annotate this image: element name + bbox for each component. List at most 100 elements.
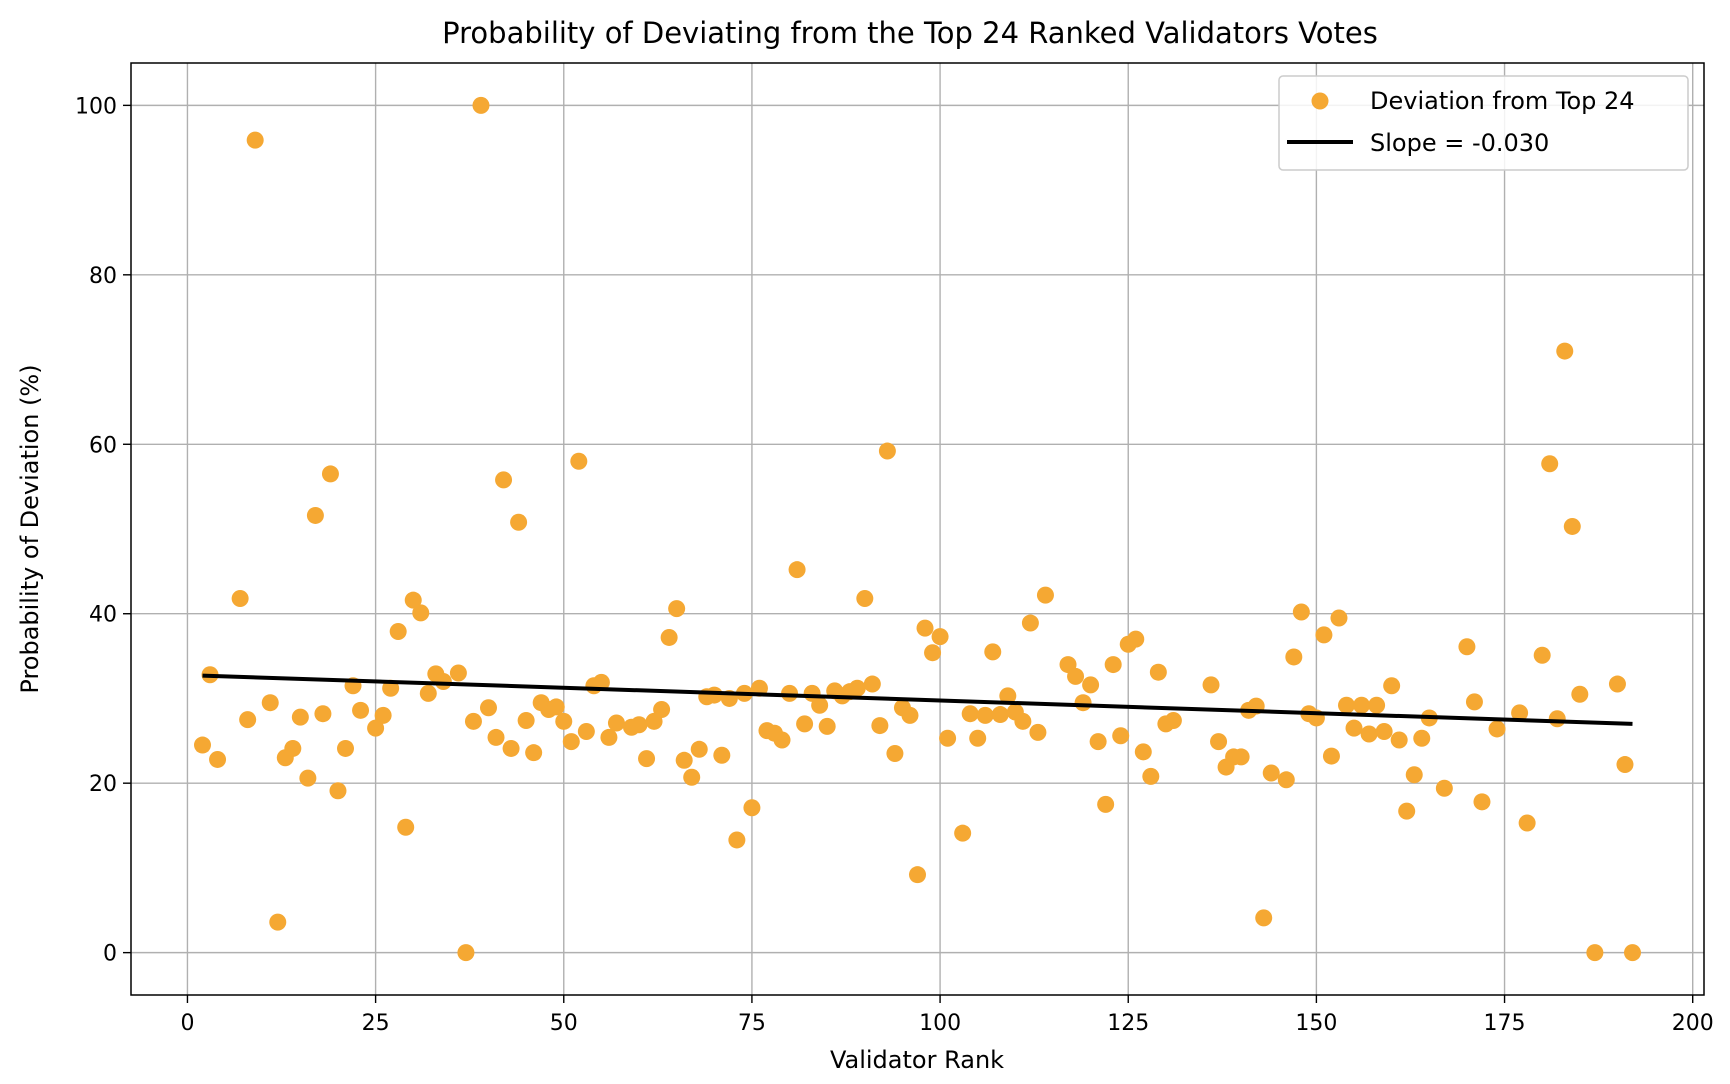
scatter-point xyxy=(743,799,761,817)
scatter-point xyxy=(924,644,942,662)
scatter-point xyxy=(886,745,904,763)
scatter-point xyxy=(781,684,799,702)
scatter-point xyxy=(1014,712,1032,730)
scatter-point xyxy=(954,824,972,842)
scatter-point xyxy=(1285,648,1303,666)
scatter-point xyxy=(404,591,422,609)
scatter-point xyxy=(1097,795,1115,813)
legend: Deviation from Top 24 Slope = -0.030 xyxy=(1278,75,1689,171)
scatter-point xyxy=(397,818,415,836)
scatter-point xyxy=(848,679,866,697)
scatter-point xyxy=(434,673,452,691)
scatter-point xyxy=(1089,733,1107,751)
scatter-point xyxy=(607,714,625,732)
scatter-point xyxy=(1405,766,1423,784)
y-tick-label: 20 xyxy=(89,772,117,797)
scatter-point xyxy=(1127,630,1145,648)
scatter-point xyxy=(306,506,324,524)
scatter-point xyxy=(592,673,610,691)
scatter-point xyxy=(1338,696,1355,714)
trend-line xyxy=(202,673,1633,726)
scatter-point xyxy=(517,711,535,729)
scatter-point xyxy=(299,769,317,787)
scatter-point xyxy=(1488,720,1506,738)
scatter-point xyxy=(1345,719,1363,737)
scatter-point xyxy=(1608,675,1626,693)
scatter-point xyxy=(999,687,1017,705)
scatter-point xyxy=(1465,693,1483,711)
y-tick-label: 40 xyxy=(89,603,117,628)
scatter-point xyxy=(1390,731,1408,749)
scatter-point xyxy=(1292,603,1310,621)
scatter-point xyxy=(502,739,520,757)
scatter-point xyxy=(878,442,896,460)
data-marks xyxy=(194,96,1641,962)
scatter-point xyxy=(464,712,482,730)
scatter-point xyxy=(570,452,588,470)
x-tick-label: 25 xyxy=(362,1011,390,1036)
y-tick-label: 100 xyxy=(75,94,117,119)
scatter-point xyxy=(1435,779,1453,797)
scatter-point xyxy=(1082,676,1100,694)
scatter-point xyxy=(653,700,671,718)
scatter-point xyxy=(269,913,287,931)
scatter-point xyxy=(1398,802,1416,820)
scatter-point xyxy=(690,740,708,758)
scatter-point xyxy=(1255,909,1273,927)
scatter-point xyxy=(1164,711,1182,729)
scatter-point xyxy=(1383,677,1401,695)
scatter-point xyxy=(1473,793,1491,811)
scatter-point xyxy=(1368,696,1386,714)
scatter-point xyxy=(525,744,543,762)
scatter-point xyxy=(1563,517,1581,535)
scatter-point xyxy=(1104,656,1122,674)
scatter-point xyxy=(412,604,430,622)
scatter-point xyxy=(291,708,309,726)
scatter-point xyxy=(261,694,279,712)
scatter-point xyxy=(856,589,874,607)
scatter-point xyxy=(683,768,701,786)
scatter-point xyxy=(796,715,814,733)
scatter-point xyxy=(352,701,370,719)
scatter-point xyxy=(1458,638,1476,656)
scatter-point xyxy=(713,746,731,764)
plot-frame xyxy=(130,62,1705,996)
scatter-point xyxy=(284,739,302,757)
scatter-point xyxy=(668,600,686,618)
scatter-point xyxy=(1571,685,1589,703)
axis-ticks: 0 25 50 75 100 125 150 175 200 0 20 40 60 80 100 xyxy=(75,94,1714,1036)
scatter-point xyxy=(630,716,648,734)
scatter-point xyxy=(1149,663,1167,681)
scatter-point xyxy=(1518,814,1536,832)
scatter-point xyxy=(863,675,881,693)
scatter-point xyxy=(487,728,505,746)
scatter-point xyxy=(1142,767,1160,785)
scatter-point xyxy=(239,711,257,729)
scatter-point xyxy=(329,782,347,800)
scatter-point xyxy=(818,717,836,735)
legend-label-line: Slope = -0.030 xyxy=(1370,129,1549,157)
scatter-point xyxy=(660,628,678,646)
scatter-point xyxy=(976,706,994,724)
scatter-point xyxy=(457,944,475,962)
scatter-point xyxy=(246,131,264,149)
scatter-point xyxy=(788,561,806,579)
scatter-point xyxy=(871,717,889,735)
scatter-point xyxy=(1511,704,1529,722)
scatter-point xyxy=(1029,723,1047,741)
y-axis-label: Probability of Deviation (%) xyxy=(16,364,44,693)
legend-box xyxy=(1278,75,1689,171)
scatter-point xyxy=(1322,747,1340,765)
scatter-point xyxy=(1548,710,1566,728)
scatter-point xyxy=(547,698,565,716)
x-tick-label: 100 xyxy=(919,1011,961,1036)
scatter-point xyxy=(231,589,249,607)
scatter-point xyxy=(419,684,437,702)
scatter-point xyxy=(1533,646,1551,664)
scatter-point xyxy=(1277,771,1295,789)
scatter-point xyxy=(1134,743,1152,761)
scatter-point xyxy=(314,705,332,723)
x-tick-label: 125 xyxy=(1107,1011,1149,1036)
scatter-point xyxy=(337,739,354,757)
